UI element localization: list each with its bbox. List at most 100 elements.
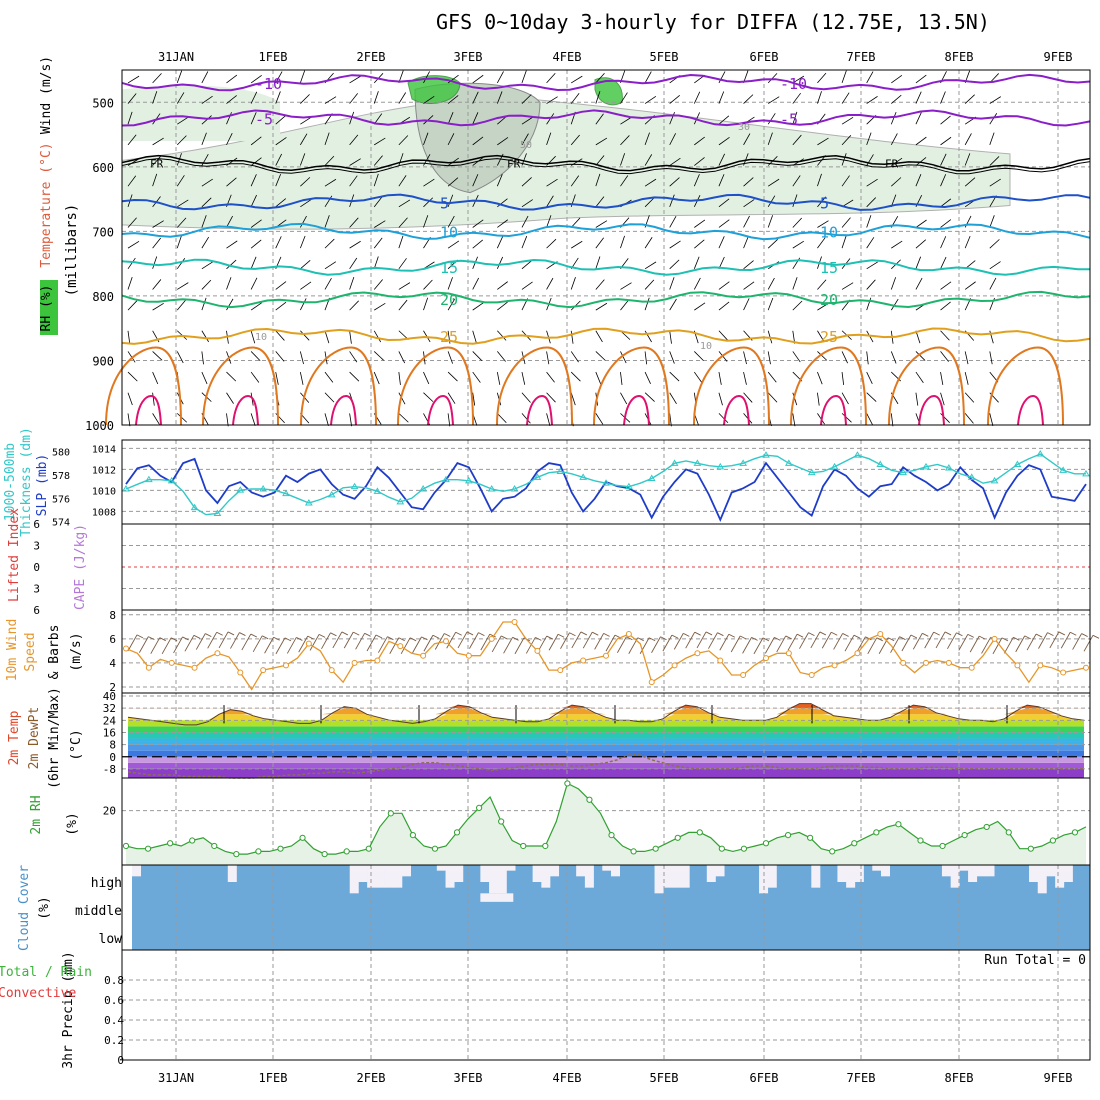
wind-barb [969,635,980,653]
high-cloud-cell [767,865,777,888]
wind-tick-label: 8 [109,609,116,622]
wind-barb [250,633,258,638]
wind-barb [472,74,484,84]
wind-barb [570,392,576,406]
wind-barb [767,371,777,383]
wind-speed-marker [283,662,289,669]
wind-barb [250,256,257,269]
wind-barb [592,631,599,636]
wind-barb [743,298,750,311]
wind-barb [138,636,149,653]
date-tick-top: 31JAN [158,50,194,64]
wind-barb [250,302,262,311]
wind-barb [423,297,429,311]
wind-barb [324,195,333,208]
wind-barb [964,235,971,249]
wind-barb [751,636,758,641]
wind-barb [620,235,625,249]
wind-barb [127,75,140,84]
wind-barb [792,277,798,290]
wind-barb [673,633,684,650]
wind-barb [887,637,895,642]
wind-barb [891,94,902,104]
wind-barb [964,351,969,365]
wind-barb [669,94,680,104]
wind-barb [434,633,445,650]
wind-barb [447,95,459,104]
wind-barb [546,178,558,187]
wind-barb [275,371,279,385]
middle-cloud-cell [502,893,514,902]
temp-color-band [128,750,1084,757]
rh-marker [409,831,416,839]
wind-barb [620,299,629,311]
wind-barb [324,330,330,344]
precip-tick-label: 0 [117,1054,124,1067]
high-cloud-cell [576,865,586,877]
precip-tick-label: 0.6 [104,994,124,1007]
wind-barb [201,132,207,146]
thickness-line [125,453,1086,516]
thickness-marker [1036,450,1045,457]
rh-marker [718,845,725,852]
wind-barb [489,633,497,638]
wind-barb [332,631,343,649]
thickness-marker [899,468,908,476]
wind-speed-marker [968,664,975,671]
wind-barb [767,113,776,125]
wind-barb [230,632,240,649]
wind-barb [890,111,897,125]
wind-barb [521,371,526,385]
temp-color-band [128,732,1084,739]
wind-barb [324,132,330,146]
rh-marker [917,837,924,844]
high-cloud-cell [506,865,516,871]
wind-barb [603,632,610,637]
wind-barb [521,70,527,84]
wind-barb [324,155,335,166]
temp-tick-label: 24 [103,714,117,727]
wind-barb [890,298,899,311]
wind-barb [398,413,409,423]
wind-barb [767,132,773,146]
wind-barb [912,633,923,650]
wind-speed-marker [580,657,587,664]
wind-barb [866,279,876,290]
wind-barb [409,637,417,642]
chart-title: GFS 0~10day 3-hourly for DIFFA (12.75E, … [436,10,990,34]
isotherm-label: FR [150,158,164,171]
wind-barb [300,94,310,104]
wind-barb [472,330,477,344]
wind-barb [546,132,552,146]
upper-air-panel [121,69,1091,426]
wind-barb [935,631,946,649]
temp-warm-fill [128,708,1084,715]
wind-barb [275,173,282,187]
wind-speed-marker [945,659,952,666]
thickness-marker [213,509,222,516]
wind-barb [447,215,455,228]
wind-barb [349,371,360,382]
wind-barb [447,277,453,290]
high-cloud-cell [532,865,542,882]
wind-barb [496,371,501,385]
date-tick-top: 2FEB [357,50,386,64]
wind-barb [866,197,877,208]
wind-barb [374,220,386,228]
wind-barb [201,197,212,208]
li-tick-label: 3 [33,540,40,553]
wind-barb [152,413,160,425]
date-tick-bottom: 6FEB [750,1071,779,1085]
isotherm-label: 25 [820,328,838,346]
wind-barb [298,635,309,653]
wind-barb [594,633,605,650]
wind-barb [127,634,138,652]
wind-barb [398,175,407,187]
wind-barb [521,413,531,424]
wind-barb [694,239,705,249]
wind-barb [152,279,162,290]
wind-barb [890,636,900,653]
wind-barb [764,637,775,654]
wind-barb [694,302,706,311]
wind-barb [127,351,136,363]
